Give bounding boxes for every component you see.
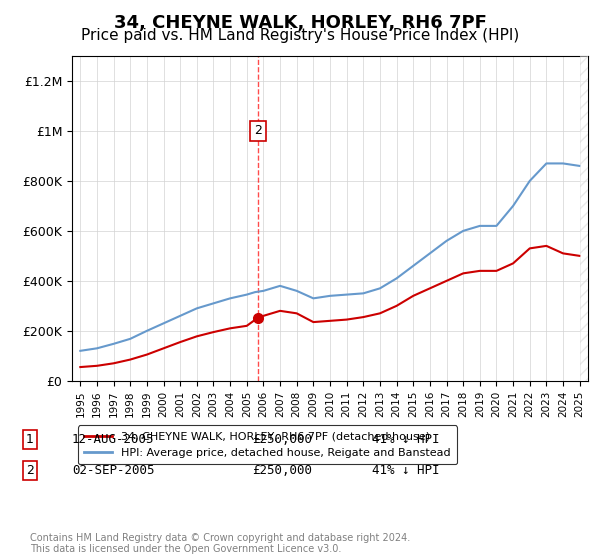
Text: 34, CHEYNE WALK, HORLEY, RH6 7PF: 34, CHEYNE WALK, HORLEY, RH6 7PF <box>113 14 487 32</box>
Text: £250,000: £250,000 <box>252 464 312 477</box>
Text: Contains HM Land Registry data © Crown copyright and database right 2024.
This d: Contains HM Land Registry data © Crown c… <box>30 533 410 554</box>
Text: 12-AUG-2005: 12-AUG-2005 <box>72 433 155 446</box>
Text: 02-SEP-2005: 02-SEP-2005 <box>72 464 155 477</box>
Text: 2: 2 <box>26 464 34 477</box>
Text: 2: 2 <box>254 124 262 137</box>
Text: Price paid vs. HM Land Registry's House Price Index (HPI): Price paid vs. HM Land Registry's House … <box>81 28 519 43</box>
Text: 1: 1 <box>26 433 34 446</box>
Text: £250,000: £250,000 <box>252 433 312 446</box>
Legend: 34, CHEYNE WALK, HORLEY, RH6 7PF (detached house), HPI: Average price, detached : 34, CHEYNE WALK, HORLEY, RH6 7PF (detach… <box>77 426 457 464</box>
Text: 41% ↓ HPI: 41% ↓ HPI <box>372 433 439 446</box>
Text: 41% ↓ HPI: 41% ↓ HPI <box>372 464 439 477</box>
